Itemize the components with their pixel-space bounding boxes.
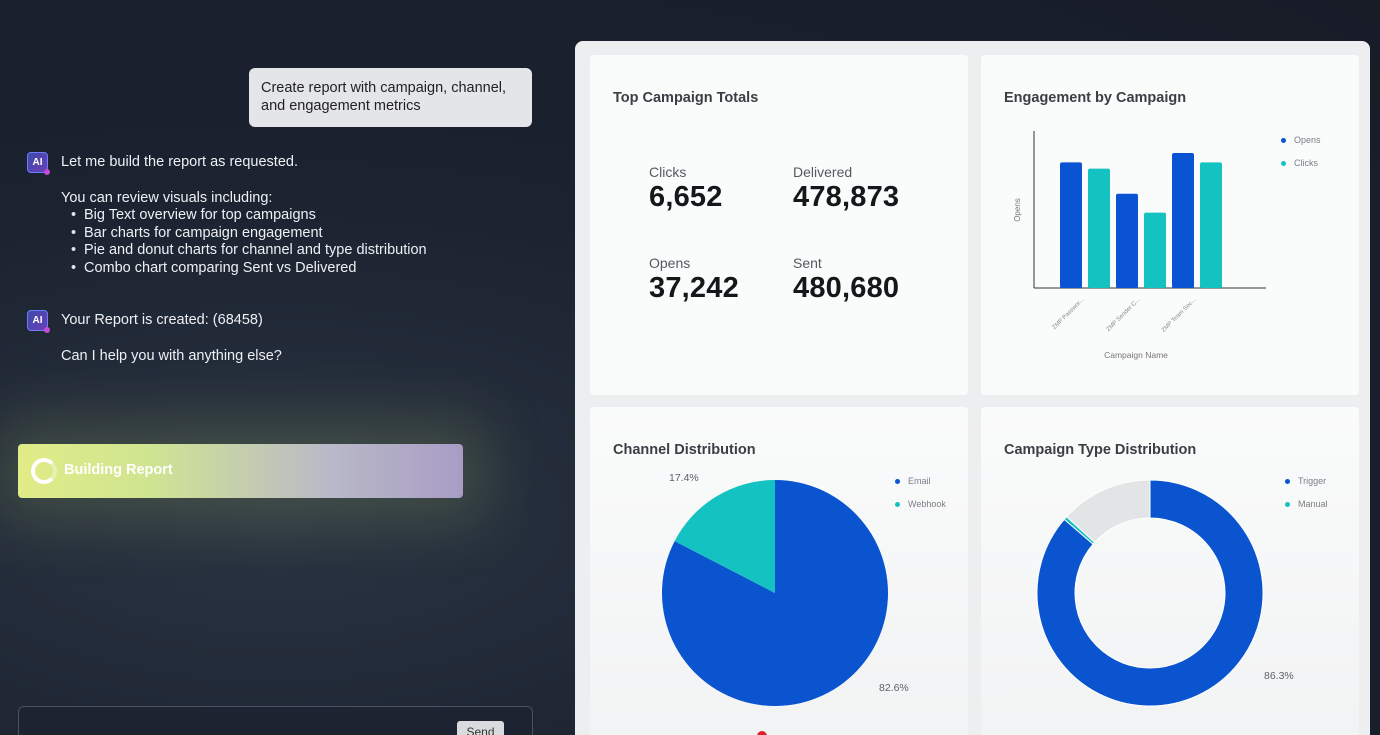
legend-dot [1281,137,1286,143]
bar-clicks-1[interactable] [1144,212,1166,288]
ai-message-text: Let me build the report as requested. Yo… [61,154,531,277]
report-dashboard: Top Campaign Totals Clicks 6,652 Deliver… [575,41,1370,735]
bar-legend: Opens Clicks [1281,134,1321,180]
pie-legend: Email Webhook [895,475,946,521]
kpi-value: 480,680 [793,272,900,304]
recording-indicator-icon [757,731,767,735]
kpi-label: Clicks [649,164,687,180]
building-report-status: Building Report [18,444,463,498]
legend-dot [1285,478,1290,484]
list-item: Pie and donut charts for channel and typ… [61,242,531,260]
trigger-percent-label: 86.3% [1264,670,1294,682]
card-title: Top Campaign Totals [613,90,759,106]
legend-item-opens: Opens [1281,134,1321,146]
donut-slice-trigger[interactable] [1036,479,1264,707]
kpi-sent: Sent 480,680 [793,255,899,305]
pie-slice-webhook[interactable] [674,480,775,593]
kpi-value: 478,873 [793,181,900,213]
list-item: Bar charts for campaign engagement [61,225,531,243]
legend-item-email: Email [895,475,946,487]
engagement-by-campaign-card: Engagement by Campaign Opens Campaign Na… [981,55,1359,395]
legend-label: Trigger [1298,476,1327,486]
bar-clicks-0[interactable] [1088,168,1110,288]
kpi-clicks: Clicks 6,652 [649,164,723,214]
donut-slice-remainder[interactable] [1065,479,1151,544]
legend-label: Opens [1294,135,1321,145]
card-title: Channel Distribution [613,442,756,458]
webhook-percent-label: 17.4% [669,472,699,484]
chat-panel: Create report with campaign, channel, an… [0,0,560,735]
legend-item-webhook: Webhook [895,498,946,510]
x-tick-label: ZMP Passwor... [1052,297,1086,331]
campaign-type-distribution-card: Campaign Type Distribution 86.3% Trigger… [981,407,1359,735]
kpi-delivered: Delivered 478,873 [793,164,899,214]
donut-legend: Trigger Manual [1285,475,1328,521]
loading-spinner-icon [31,458,57,484]
legend-item-trigger: Trigger [1285,475,1328,487]
legend-label: Webhook [908,499,946,509]
ai-bullet-list: Big Text overview for top campaigns Bar … [61,207,531,277]
channel-pie-chart [662,480,888,706]
report-created-text: Your Report is created: (68458) [61,312,263,328]
card-title: Engagement by Campaign [1004,90,1187,106]
bar-opens-0[interactable] [1060,162,1082,288]
x-tick-label: ZMP Sender C... [1106,297,1142,333]
channel-distribution-card: Channel Distribution 17.4% 82.6% Email W… [590,407,968,735]
list-item: Combo chart comparing Sent vs Delivered [61,260,531,278]
ai-list-heading: You can review visuals including: [61,189,273,206]
legend-label: Clicks [1294,158,1318,168]
bar-opens-1[interactable] [1116,193,1138,288]
legend-label: Email [908,476,931,486]
kpi-value: 37,242 [649,272,739,304]
chat-input[interactable] [18,706,533,735]
building-report-label: Building Report [64,462,173,478]
x-axis-label: Campaign Name [1104,350,1168,360]
ai-assistant-icon: AI [27,310,50,333]
ai-intro-text: Let me build the report as requested. [61,154,298,170]
legend-item-clicks: Clicks [1281,157,1321,169]
user-message-bubble: Create report with campaign, channel, an… [249,68,532,127]
top-campaign-totals-card: Top Campaign Totals Clicks 6,652 Deliver… [590,55,968,395]
legend-dot [1281,160,1286,166]
kpi-value: 6,652 [649,181,723,213]
ai-assistant-icon: AI [27,152,50,175]
card-title: Campaign Type Distribution [1004,442,1197,458]
send-button[interactable]: Send [457,721,504,735]
legend-label: Manual [1298,499,1328,509]
x-tick-label: ZMP Team Sec... [1161,297,1198,334]
legend-dot [895,478,900,484]
kpi-label: Opens [649,255,691,271]
bar-opens-2[interactable] [1172,152,1194,288]
campaign-type-donut-chart [1036,479,1264,707]
ai-message-text: Your Report is created: (68458) Can I he… [61,312,531,365]
y-axis-label: Opens [1013,198,1022,222]
legend-dot [895,501,900,507]
legend-item-manual: Manual [1285,498,1328,510]
kpi-label: Delivered [793,164,853,180]
followup-text: Can I help you with anything else? [61,347,282,364]
kpi-label: Sent [793,255,822,271]
engagement-bar-chart: Opens Campaign Name ZMP Passwor... ZMP Se… [1013,131,1266,360]
list-item: Big Text overview for top campaigns [61,207,531,225]
bar-clicks-2[interactable] [1200,162,1222,288]
email-percent-label: 82.6% [879,682,909,694]
legend-dot [1285,501,1290,507]
kpi-opens: Opens 37,242 [649,255,739,305]
